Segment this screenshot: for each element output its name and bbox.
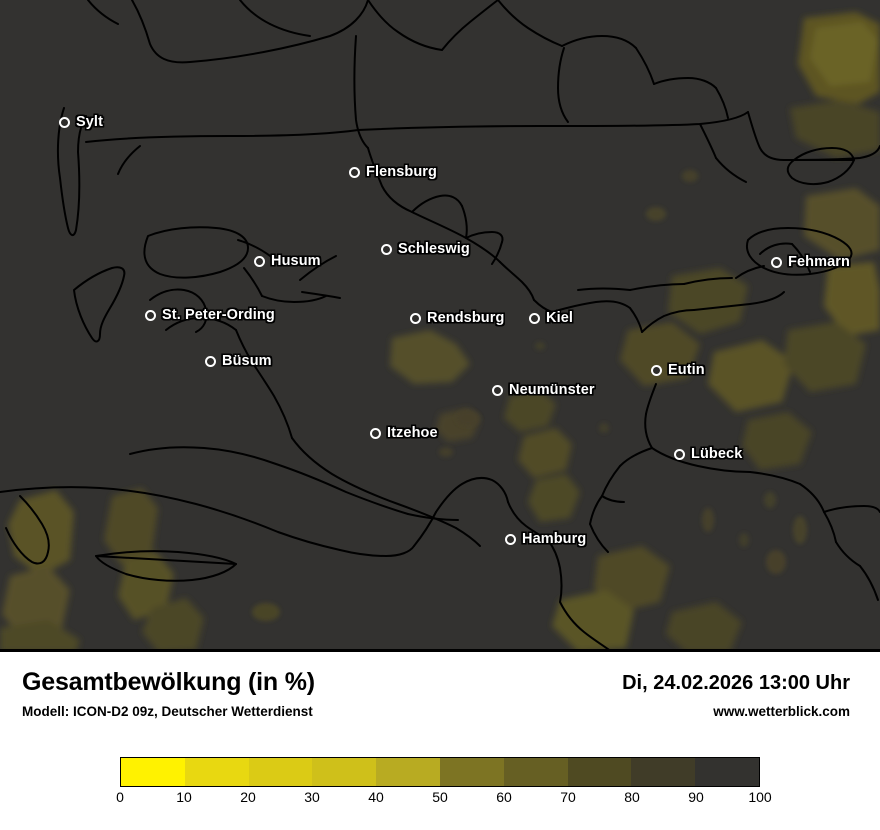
- city-dot-icon: [370, 427, 381, 439]
- valid-datetime: Di, 24.02.2026 13:00 Uhr: [622, 672, 850, 694]
- city-label: Hamburg: [522, 531, 587, 547]
- city-label: Itzehoe: [387, 425, 438, 441]
- city-marker-rendsburg[interactable]: Rendsburg: [410, 310, 504, 326]
- city-marker-itzehoe[interactable]: Itzehoe: [370, 425, 438, 441]
- city-dot-icon: [381, 243, 392, 255]
- colorbar-tick-70: 70: [560, 789, 576, 805]
- colorbar-tick-10: 10: [176, 789, 192, 805]
- footer-text-row: Gesamtbewölkung (in %) Modell: ICON-D2 0…: [0, 652, 880, 737]
- colorbar-tick-80: 80: [624, 789, 640, 805]
- city-marker-husum[interactable]: Husum: [254, 253, 321, 269]
- city-label: Husum: [271, 253, 321, 269]
- colorbar-swatch-90-100: [695, 758, 759, 786]
- city-dot-icon: [349, 166, 360, 178]
- colorbar-swatch-80-90: [631, 758, 696, 786]
- colorbar-tick-40: 40: [368, 789, 384, 805]
- city-label: Neumünster: [509, 382, 595, 398]
- city-label: Lübeck: [691, 446, 743, 462]
- city-label: Eutin: [668, 362, 705, 378]
- city-marker-st-peter-ording[interactable]: St. Peter-Ording: [145, 307, 275, 323]
- city-marker-neumunster[interactable]: Neumünster: [492, 382, 595, 398]
- city-dot-icon: [145, 309, 156, 321]
- colorbar-swatch-10-20: [184, 758, 249, 786]
- colorbar-swatches[interactable]: [120, 757, 760, 787]
- colorbar-tick-20: 20: [240, 789, 256, 805]
- city-label: Flensburg: [366, 164, 437, 180]
- city-label: Schleswig: [398, 241, 470, 257]
- colorbar-tick-100: 100: [748, 789, 772, 805]
- city-dot-icon: [771, 256, 782, 268]
- city-dot-icon: [674, 448, 685, 460]
- cloud-cover-layer: [0, 12, 880, 649]
- coastline-layer: [0, 0, 880, 649]
- colorbar-tick-90: 90: [688, 789, 704, 805]
- city-dot-icon: [529, 312, 540, 324]
- colorbar-tick-labels: 0 10 20 30 40 50 60 70 80 90 100: [116, 789, 772, 811]
- title-block: Gesamtbewölkung (in %) Modell: ICON-D2 0…: [22, 668, 315, 719]
- city-label: St. Peter-Ording: [162, 307, 275, 323]
- city-dot-icon: [492, 384, 503, 396]
- colorbar-swatch-60-70: [503, 758, 568, 786]
- city-label: Kiel: [546, 310, 573, 326]
- colorbar-tick-30: 30: [304, 789, 320, 805]
- colorbar-swatch-30-40: [312, 758, 377, 786]
- map-canvas: [0, 0, 880, 649]
- footer-panel: Gesamtbewölkung (in %) Modell: ICON-D2 0…: [0, 652, 880, 830]
- cloud-speck-layer: [252, 170, 807, 621]
- city-dot-icon: [205, 355, 216, 367]
- city-dot-icon: [59, 116, 70, 128]
- city-label: Büsum: [222, 353, 272, 369]
- city-marker-busum[interactable]: Büsum: [205, 353, 272, 369]
- city-marker-hamburg[interactable]: Hamburg: [505, 531, 586, 547]
- city-label: Rendsburg: [427, 310, 505, 326]
- city-dot-icon: [410, 312, 421, 324]
- city-marker-eutin[interactable]: Eutin: [651, 362, 705, 378]
- colorbar-legend[interactable]: 0 10 20 30 40 50 60 70 80 90 100: [116, 757, 772, 811]
- colorbar-swatch-40-50: [376, 758, 440, 786]
- colorbar-swatch-70-80: [567, 758, 632, 786]
- city-marker-sylt[interactable]: Sylt: [59, 114, 103, 130]
- colorbar-swatch-20-30: [248, 758, 313, 786]
- model-subtitle: Modell: ICON-D2 09z, Deutscher Wetterdie…: [22, 703, 313, 719]
- colorbar-tick-0: 0: [116, 789, 124, 805]
- city-dot-icon: [254, 255, 265, 267]
- colorbar-swatch-50-60: [439, 758, 504, 786]
- city-label: Sylt: [76, 114, 103, 130]
- weather-map-panel[interactable]: Sylt Flensburg Schleswig Husum Fehmarn S…: [0, 0, 880, 652]
- meta-block: Di, 24.02.2026 13:00 Uhr www.wetterblick…: [622, 672, 850, 719]
- website-label: www.wetterblick.com: [713, 704, 850, 719]
- city-marker-fehmarn[interactable]: Fehmarn: [771, 254, 850, 270]
- city-marker-kiel[interactable]: Kiel: [529, 310, 573, 326]
- colorbar-tick-50: 50: [432, 789, 448, 805]
- city-label: Fehmarn: [788, 254, 850, 270]
- colorbar-tick-60: 60: [496, 789, 512, 805]
- city-marker-flensburg[interactable]: Flensburg: [349, 164, 437, 180]
- city-marker-schleswig[interactable]: Schleswig: [381, 241, 470, 257]
- city-marker-lubeck[interactable]: Lübeck: [674, 446, 742, 462]
- colorbar-swatch-0-10: [121, 758, 185, 786]
- city-dot-icon: [651, 364, 662, 376]
- page-title: Gesamtbewölkung (in %): [22, 668, 315, 696]
- city-dot-icon: [505, 533, 516, 545]
